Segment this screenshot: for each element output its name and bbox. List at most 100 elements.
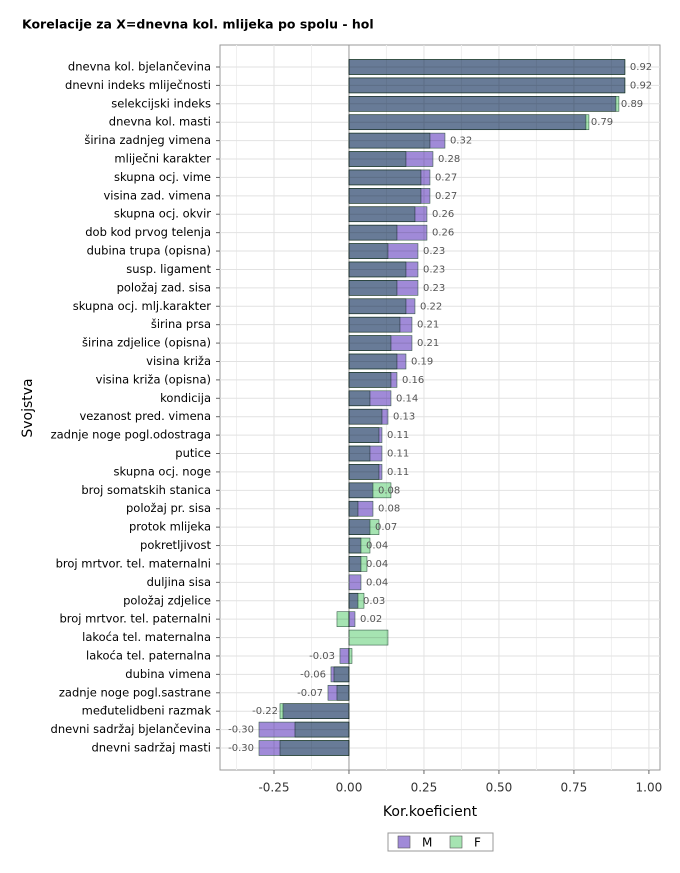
chart-title: Korelacije za X=dnevna kol. mlijeka po s… bbox=[22, 17, 374, 32]
value-label: 0.13 bbox=[393, 412, 415, 423]
y-tick-label: skupna ocj. mlj.karakter bbox=[73, 299, 212, 313]
bar bbox=[348, 96, 617, 112]
value-label: 0.21 bbox=[417, 338, 439, 349]
value-label: -0.22 bbox=[252, 706, 278, 717]
bar bbox=[348, 114, 587, 131]
bar bbox=[339, 648, 350, 664]
value-label: 0.11 bbox=[387, 430, 409, 441]
y-tick-label: selekcijski indeks bbox=[111, 96, 211, 110]
bar bbox=[348, 243, 419, 259]
value-label: 0.04 bbox=[366, 577, 388, 588]
y-tick-label: dubina vimena bbox=[125, 667, 211, 681]
y-tick-label: vezanost pred. vimena bbox=[79, 409, 211, 423]
y-tick-label: broj mrtvor. tel. paternalni bbox=[60, 612, 212, 626]
value-label: 0.11 bbox=[387, 449, 409, 460]
bar bbox=[348, 353, 407, 370]
x-tick-label: -0.25 bbox=[258, 781, 289, 795]
value-label: 0.02 bbox=[360, 614, 382, 625]
y-tick-label: susp. ligament bbox=[126, 262, 211, 276]
bar bbox=[348, 611, 356, 627]
y-tick-label: putice bbox=[175, 446, 211, 460]
value-label: -0.07 bbox=[297, 688, 323, 699]
y-tick-label: visina zad. vimena bbox=[104, 188, 212, 202]
y-tick-label: broj mrtvor. tel. maternalni bbox=[56, 556, 211, 570]
bar bbox=[348, 188, 431, 204]
bar bbox=[348, 316, 413, 333]
value-label: 0.21 bbox=[417, 320, 439, 331]
x-tick-label: 0.25 bbox=[411, 781, 438, 795]
bar bbox=[348, 519, 371, 535]
y-tick-label: kondicija bbox=[160, 391, 211, 405]
y-tick-label: mliječni karakter bbox=[114, 152, 211, 166]
bar bbox=[348, 224, 428, 241]
bar bbox=[348, 592, 359, 609]
y-axis-label: Svojstva bbox=[20, 378, 36, 437]
bar bbox=[348, 390, 392, 407]
y-tick-label: dnevna kol. bjelančevina bbox=[68, 60, 211, 74]
bar bbox=[348, 629, 389, 646]
value-label: 0.23 bbox=[423, 246, 445, 257]
y-tick-label: međutelidbeni razmak bbox=[82, 704, 212, 718]
value-label: 0.92 bbox=[630, 80, 652, 91]
value-label: 0.14 bbox=[396, 393, 418, 404]
y-tick-label: dnevni indeks mliječnosti bbox=[65, 78, 211, 92]
value-label: 0.27 bbox=[435, 172, 457, 183]
bar bbox=[327, 684, 350, 701]
x-tick-label: 0.75 bbox=[561, 781, 588, 795]
bar bbox=[348, 132, 446, 149]
value-label: 0.27 bbox=[435, 191, 457, 202]
value-label: 0.23 bbox=[423, 283, 445, 294]
y-tick-label: duljina sisa bbox=[147, 575, 211, 589]
bar bbox=[348, 408, 389, 425]
bar bbox=[348, 335, 413, 351]
value-label: 0.19 bbox=[411, 356, 433, 367]
value-label: -0.06 bbox=[300, 669, 326, 680]
value-label: 0.08 bbox=[378, 504, 400, 515]
x-axis-label: Kor.koeficient bbox=[383, 804, 478, 820]
y-tick-label: širina zadnjeg vimena bbox=[84, 133, 211, 147]
bar bbox=[330, 666, 350, 683]
bar bbox=[348, 648, 353, 664]
y-tick-label: skupna ocj. noge bbox=[114, 464, 211, 478]
bar bbox=[348, 151, 434, 167]
y-tick-label: dnevni sadržaj masti bbox=[91, 741, 211, 755]
bar bbox=[258, 740, 350, 756]
legend-swatch bbox=[397, 835, 411, 849]
y-tick-label: visina križa bbox=[146, 354, 211, 368]
value-label: 0.22 bbox=[420, 301, 442, 312]
value-label: 0.11 bbox=[387, 467, 409, 478]
value-label: 0.08 bbox=[378, 485, 400, 496]
y-tick-label: skupna ocj. okvir bbox=[114, 207, 211, 221]
bar bbox=[348, 298, 416, 315]
bar bbox=[348, 372, 398, 388]
value-label: 0.04 bbox=[366, 559, 388, 570]
y-tick-label: širina zdjelice (opisna) bbox=[82, 336, 211, 350]
x-tick-label: 0.00 bbox=[336, 781, 363, 795]
bar bbox=[258, 721, 350, 738]
value-label: 0.79 bbox=[591, 117, 613, 128]
legend-swatch bbox=[449, 835, 463, 849]
bar bbox=[348, 59, 626, 75]
value-label: 0.89 bbox=[621, 99, 643, 110]
x-tick-label: 0.50 bbox=[486, 781, 513, 795]
bar bbox=[348, 482, 374, 499]
bar bbox=[348, 574, 362, 591]
y-tick-label: protok mlijeka bbox=[129, 520, 211, 534]
y-tick-label: dnevni sadržaj bjelančevina bbox=[51, 722, 211, 736]
value-label: 0.28 bbox=[438, 154, 460, 165]
bar bbox=[282, 703, 350, 719]
legend-label: M bbox=[422, 836, 432, 850]
value-label: 0.26 bbox=[432, 209, 454, 220]
y-tick-label: skupna ocj. vime bbox=[114, 170, 211, 184]
bar bbox=[348, 206, 428, 223]
value-label: -0.30 bbox=[228, 743, 254, 754]
value-label: 0.16 bbox=[402, 375, 424, 386]
value-label: 0.92 bbox=[630, 62, 652, 73]
y-tick-label: visina križa (opisna) bbox=[96, 372, 211, 386]
y-tick-label: lakoća tel. paternalna bbox=[86, 648, 211, 662]
legend-label: F bbox=[474, 836, 481, 850]
legend bbox=[387, 832, 494, 852]
y-tick-label: položaj zad. sisa bbox=[117, 280, 211, 294]
value-label: -0.03 bbox=[309, 651, 335, 662]
y-tick-label: položaj zdjelice bbox=[123, 593, 211, 607]
